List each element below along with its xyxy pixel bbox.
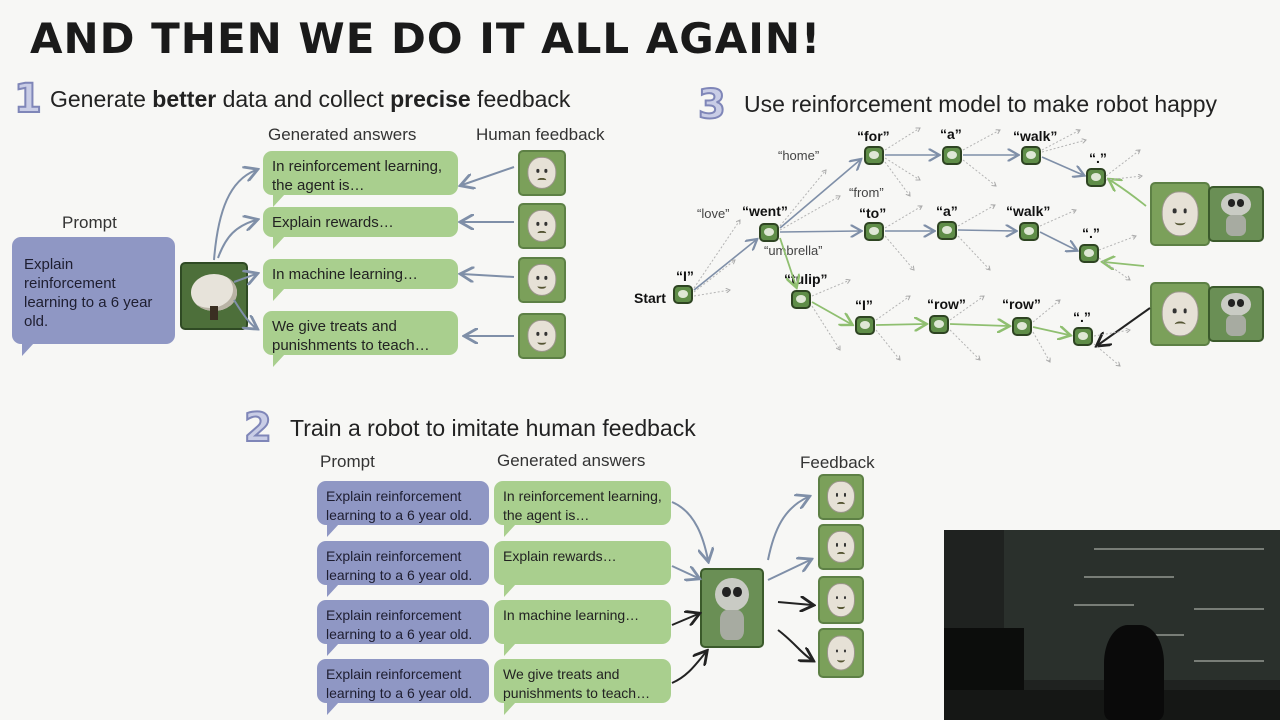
token-node (673, 285, 693, 304)
token-node (1079, 244, 1099, 263)
token-node (1012, 317, 1032, 336)
prompt-bubble-2: Explain reinforcement learning to a 6 ye… (317, 541, 489, 597)
token-label: “a” (936, 203, 958, 219)
token-label: “.” (1073, 309, 1091, 325)
prompt-column-label: Prompt (320, 452, 375, 471)
answer-bubble-3: In machine learning… (263, 259, 458, 301)
token-node (937, 221, 957, 240)
token-node (791, 290, 811, 309)
happy-face-icon (818, 628, 864, 678)
step-2-number: 2 (243, 404, 273, 452)
answer-bubble-1: In reinforcement learning, the agent is… (494, 481, 671, 537)
sad-face-icon (1150, 282, 1210, 346)
token-label: “row” (927, 296, 966, 312)
answer-bubble-3: In machine learning… (494, 600, 671, 656)
token-node (855, 316, 875, 335)
slide-title: AND THEN WE DO IT ALL AGAIN! (30, 14, 822, 63)
token-node (1086, 168, 1106, 187)
human-feedback-label: Human feedback (476, 125, 605, 144)
answer-bubble-4: We give treats and punishments to teach… (263, 311, 458, 367)
token-label: “I” (855, 297, 873, 313)
happy-face-icon (518, 257, 566, 303)
sad-face-icon (518, 150, 566, 196)
step-1-number: 1 (13, 75, 43, 123)
heading-text: data and collect (216, 86, 391, 112)
happy-face-icon (1150, 182, 1210, 246)
alt-token-label: “love” (697, 206, 730, 221)
generated-answers-column-label: Generated answers (497, 451, 646, 470)
token-label: “row” (1002, 296, 1041, 312)
token-label: “walk” (1006, 203, 1051, 219)
step-2-heading: Train a robot to imitate human feedback (290, 415, 696, 441)
step-1-heading: Generate better data and collect precise… (50, 86, 570, 113)
alt-token-label: “home” (778, 148, 820, 163)
prompt-bubble-1: Explain reinforcement learning to a 6 ye… (317, 481, 489, 537)
answer-bubble-2: Explain rewards… (263, 207, 458, 249)
token-node (864, 146, 884, 165)
answer-bubble-2: Explain rewards… (494, 541, 671, 597)
step-3-number: 3 (697, 81, 727, 129)
prompt-bubble: Explain reinforcement learning to a 6 ye… (12, 237, 175, 356)
token-label: “went” (742, 203, 788, 219)
alt-token-label: “from” (849, 185, 884, 200)
generated-answers-label: Generated answers (268, 125, 417, 144)
token-node (864, 222, 884, 241)
happy-face-icon (518, 313, 566, 359)
heading-text: Generate (50, 86, 153, 112)
answer-bubble-4: We give treats and punishments to teach… (494, 659, 671, 715)
happy-face-icon (818, 576, 864, 624)
token-label: “I” (676, 268, 694, 284)
robot-reward-model-icon (700, 568, 764, 648)
step-3-heading: Use reinforcement model to make robot ha… (744, 91, 1218, 117)
heading-emphasis-better: better (152, 86, 217, 112)
alt-token-label: “umbrella” (764, 243, 823, 258)
token-label: “walk” (1013, 128, 1058, 144)
sad-face-icon (818, 524, 864, 570)
prompt-bubble-4: Explain reinforcement learning to a 6 ye… (317, 659, 489, 715)
robot-icon (1208, 286, 1264, 342)
start-label: Start (634, 290, 666, 306)
token-node (929, 315, 949, 334)
token-node (759, 223, 779, 242)
sad-face-icon (818, 474, 864, 520)
token-label: “to” (859, 205, 887, 221)
token-label: “for” (857, 128, 890, 144)
heading-text: feedback (470, 86, 571, 112)
token-node (1019, 222, 1039, 241)
token-node (942, 146, 962, 165)
prompt-label: Prompt (62, 213, 117, 232)
token-label: “a” (940, 126, 962, 142)
heading-emphasis-precise: precise (390, 86, 471, 112)
prompt-bubble-3: Explain reinforcement learning to a 6 ye… (317, 600, 489, 656)
token-node (1073, 327, 1093, 346)
feedback-column-label: Feedback (800, 453, 875, 472)
token-label: “.” (1082, 225, 1100, 241)
token-label: “.” (1089, 150, 1107, 166)
token-node (1021, 146, 1041, 165)
brain-model-icon (180, 262, 248, 330)
lecture-video-thumbnail (944, 530, 1280, 720)
answer-bubble-1: In reinforcement learning, the agent is… (263, 151, 458, 207)
sad-face-icon (518, 203, 566, 249)
robot-icon (1208, 186, 1264, 242)
